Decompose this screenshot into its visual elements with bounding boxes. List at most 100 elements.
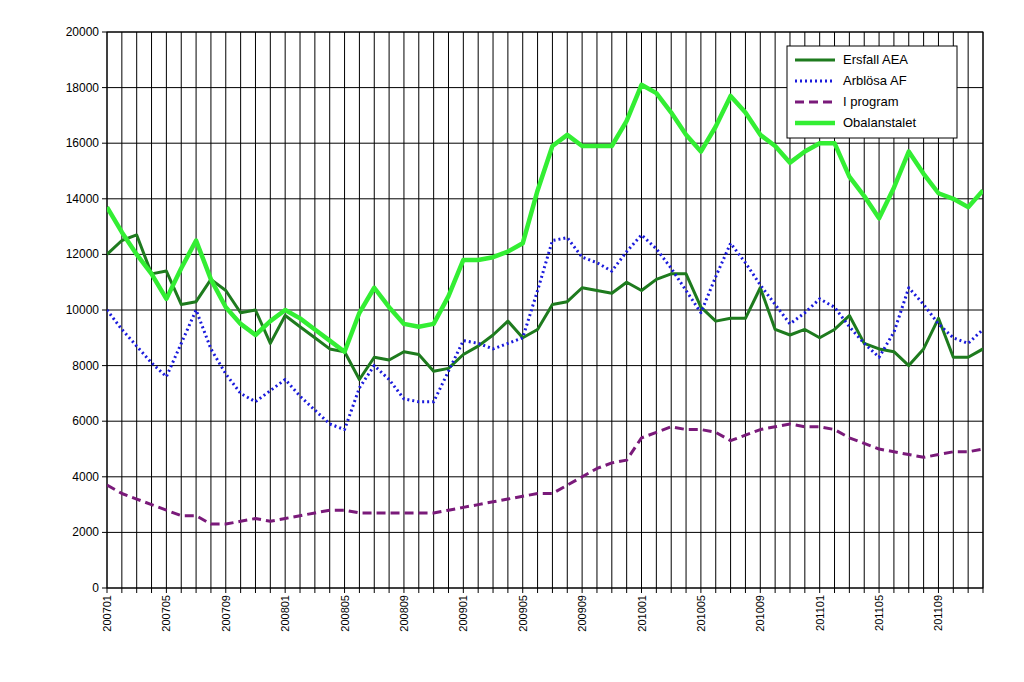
x-tick <box>344 588 345 593</box>
x-tick <box>596 588 597 593</box>
x-tick <box>745 588 746 593</box>
x-tick <box>626 588 627 593</box>
x-tick <box>968 588 969 593</box>
y-tick <box>102 532 107 533</box>
x-tick <box>849 588 850 593</box>
x-grid-line <box>730 32 731 588</box>
x-tick-label: 200709 <box>220 595 232 632</box>
y-tick-label: 18000 <box>66 81 100 95</box>
x-tick <box>656 588 657 593</box>
legend: Ersfall AEAArblösa AFI programObalanstal… <box>787 46 957 138</box>
legend-swatch <box>795 101 835 104</box>
y-tick <box>102 143 107 144</box>
x-tick <box>418 588 419 593</box>
x-tick <box>403 588 404 593</box>
x-grid-line <box>611 32 612 588</box>
x-tick <box>448 588 449 593</box>
x-tick <box>478 588 479 593</box>
x-tick-label: 200905 <box>517 595 529 632</box>
x-grid-line <box>329 32 330 588</box>
y-tick-label: 2000 <box>72 525 99 539</box>
x-tick <box>983 588 984 593</box>
x-tick <box>641 588 642 593</box>
x-grid-line <box>166 32 167 588</box>
legend-swatch <box>795 121 835 126</box>
y-tick-label: 20000 <box>66 25 100 39</box>
y-grid-line <box>107 421 983 422</box>
x-tick <box>181 588 182 593</box>
x-tick <box>775 588 776 593</box>
x-grid-line <box>641 32 642 588</box>
x-tick <box>953 588 954 593</box>
x-tick <box>329 588 330 593</box>
x-tick <box>225 588 226 593</box>
x-tick <box>136 588 137 593</box>
x-tick <box>819 588 820 593</box>
legend-label: Arblösa AF <box>843 73 907 88</box>
x-tick <box>374 588 375 593</box>
plot-frame <box>107 32 983 588</box>
y-grid-line <box>107 198 983 199</box>
x-tick-label: 200701 <box>101 595 113 632</box>
x-grid-line <box>507 32 508 588</box>
x-tick <box>255 588 256 593</box>
x-tick <box>522 588 523 593</box>
x-tick-label: 201109 <box>932 595 944 631</box>
series-line <box>107 424 983 524</box>
legend-label: Ersfall AEA <box>843 52 908 67</box>
x-tick <box>864 588 865 593</box>
x-tick-label: 201101 <box>814 595 826 631</box>
x-tick <box>270 588 271 593</box>
y-tick <box>102 310 107 311</box>
x-tick <box>196 588 197 593</box>
x-tick-label: 201105 <box>873 595 885 631</box>
y-grid-line <box>107 254 983 255</box>
x-grid-line <box>582 32 583 588</box>
y-tick <box>102 588 107 589</box>
legend-label: Obalanstalet <box>843 115 916 130</box>
x-tick <box>389 588 390 593</box>
x-grid-line <box>522 32 523 588</box>
y-grid-line <box>107 365 983 366</box>
x-tick <box>433 588 434 593</box>
y-tick-label: 12000 <box>66 247 100 261</box>
x-grid-line <box>344 32 345 588</box>
x-tick <box>834 588 835 593</box>
x-grid-line <box>656 32 657 588</box>
x-tick <box>463 588 464 593</box>
x-grid-line <box>537 32 538 588</box>
x-tick-label: 201001 <box>636 595 648 632</box>
x-tick <box>804 588 805 593</box>
y-tick-label: 16000 <box>66 136 100 150</box>
y-tick <box>102 476 107 477</box>
x-grid-line <box>270 32 271 588</box>
x-tick <box>507 588 508 593</box>
x-grid-line <box>433 32 434 588</box>
x-tick <box>210 588 211 593</box>
legend-box <box>787 46 957 138</box>
x-tick <box>938 588 939 593</box>
x-grid-line <box>300 32 301 588</box>
x-tick <box>537 588 538 593</box>
x-grid-line <box>596 32 597 588</box>
y-grid-line <box>107 532 983 533</box>
x-grid-line <box>448 32 449 588</box>
x-grid-line <box>700 32 701 588</box>
x-grid-line <box>715 32 716 588</box>
x-tick <box>121 588 122 593</box>
y-tick <box>102 32 107 33</box>
x-tick <box>879 588 880 593</box>
x-tick <box>314 588 315 593</box>
x-grid-line <box>314 32 315 588</box>
x-tick-label: 200801 <box>279 595 291 632</box>
x-tick <box>300 588 301 593</box>
x-grid-line <box>567 32 568 588</box>
x-tick-label: 200901 <box>457 595 469 632</box>
x-tick-label: 200705 <box>160 595 172 632</box>
x-tick <box>789 588 790 593</box>
series-line <box>107 235 983 380</box>
x-tick <box>923 588 924 593</box>
x-grid-line <box>418 32 419 588</box>
x-grid-line <box>493 32 494 588</box>
x-tick <box>552 588 553 593</box>
